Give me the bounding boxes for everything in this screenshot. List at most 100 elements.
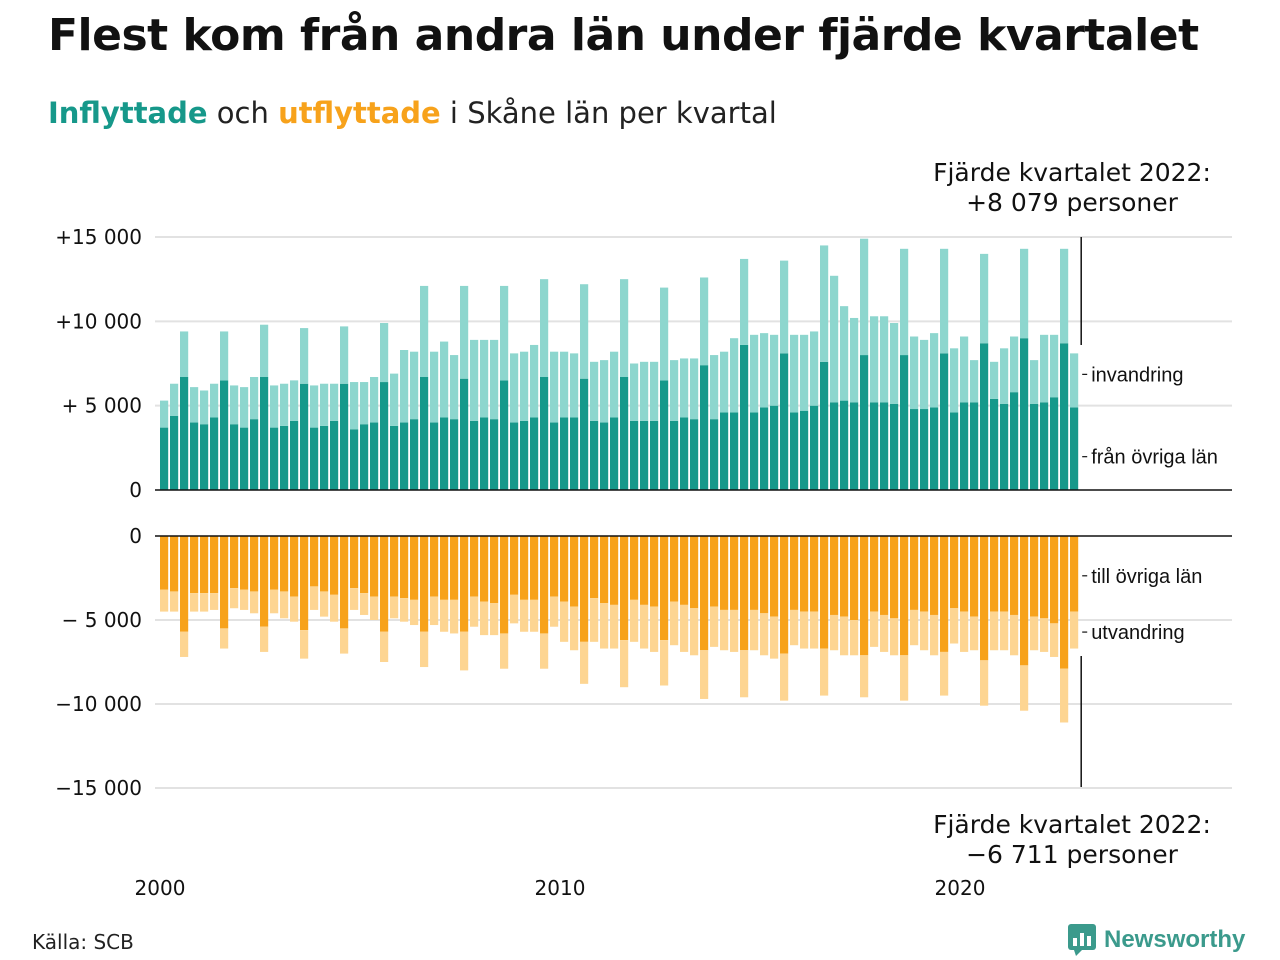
bar-utvandring xyxy=(680,604,689,652)
bar-till-ovriga-lan xyxy=(820,536,829,649)
bar-utvandring xyxy=(560,601,569,642)
bar-fran-ovriga-lan xyxy=(580,378,589,490)
bar-invandring xyxy=(270,385,279,428)
bar-fran-ovriga-lan xyxy=(700,365,709,490)
bar-invandring xyxy=(730,338,739,413)
bar-till-ovriga-lan xyxy=(540,536,549,634)
bar-utvandring xyxy=(1060,668,1069,723)
bar-utvandring xyxy=(660,640,669,686)
bar-fran-ovriga-lan xyxy=(390,425,399,490)
bar-fran-ovriga-lan xyxy=(660,380,669,490)
bar-utvandring xyxy=(620,640,629,688)
bar-fran-ovriga-lan xyxy=(830,402,839,490)
bar-till-ovriga-lan xyxy=(670,536,679,602)
brand-logo[interactable]: Newsworthy xyxy=(1068,924,1245,956)
bar-utvandring xyxy=(590,598,599,642)
bar-utvandring xyxy=(530,599,539,632)
bar-fran-ovriga-lan xyxy=(940,353,949,490)
bar-till-ovriga-lan xyxy=(730,536,739,610)
bar-utvandring xyxy=(1040,618,1049,652)
bar-utvandring xyxy=(940,651,949,696)
bar-till-ovriga-lan xyxy=(320,536,329,592)
bar-invandring xyxy=(660,287,669,381)
bar-invandring xyxy=(760,333,769,408)
bar-till-ovriga-lan xyxy=(450,536,459,600)
bar-utvandring xyxy=(650,606,659,652)
bar-invandring xyxy=(520,351,529,421)
bar-fran-ovriga-lan xyxy=(970,402,979,490)
bar-till-ovriga-lan xyxy=(1040,536,1049,619)
bar-till-ovriga-lan xyxy=(530,536,539,600)
bar-fran-ovriga-lan xyxy=(610,417,619,490)
bar-utvandring xyxy=(890,618,899,656)
bar-till-ovriga-lan xyxy=(1000,536,1009,612)
bar-utvandring xyxy=(850,620,859,656)
y-tick-label-bottom: −15 000 xyxy=(55,776,142,800)
bar-utvandring xyxy=(830,614,839,651)
bar-till-ovriga-lan xyxy=(890,536,899,619)
bar-invandring xyxy=(990,361,999,399)
bar-till-ovriga-lan xyxy=(760,536,769,614)
bar-utvandring xyxy=(1070,611,1079,649)
bar-fran-ovriga-lan xyxy=(360,424,369,490)
bar-fran-ovriga-lan xyxy=(860,355,869,490)
bar-invandring xyxy=(200,390,209,425)
x-tick-label: 2020 xyxy=(935,876,986,900)
bar-fran-ovriga-lan xyxy=(240,427,249,490)
bar-till-ovriga-lan xyxy=(550,536,559,597)
bar-fran-ovriga-lan xyxy=(950,412,959,490)
bar-utvandring xyxy=(780,653,789,701)
bar-fran-ovriga-lan xyxy=(560,417,569,490)
bar-fran-ovriga-lan xyxy=(370,422,379,490)
bar-invandring xyxy=(950,348,959,413)
bar-utvandring xyxy=(370,596,379,620)
bar-invandring xyxy=(160,400,169,428)
bar-till-ovriga-lan xyxy=(600,536,609,604)
bar-till-ovriga-lan xyxy=(200,536,209,594)
bar-invandring xyxy=(540,279,549,377)
bar-invandring xyxy=(750,334,759,413)
bar-fran-ovriga-lan xyxy=(750,412,759,490)
bar-utvandring xyxy=(870,611,879,647)
bar-till-ovriga-lan xyxy=(640,536,649,605)
bar-fran-ovriga-lan xyxy=(260,376,269,490)
bar-invandring xyxy=(280,383,289,426)
bar-till-ovriga-lan xyxy=(790,536,799,610)
bar-invandring xyxy=(640,361,649,421)
bar-fran-ovriga-lan xyxy=(430,422,439,490)
bar-invandring xyxy=(620,279,629,377)
bar-fran-ovriga-lan xyxy=(1020,338,1029,490)
bar-utvandring xyxy=(810,611,819,649)
bar-till-ovriga-lan xyxy=(400,536,409,599)
bar-till-ovriga-lan xyxy=(480,536,489,602)
subtitle-rest: i Skåne län per kvartal xyxy=(440,96,777,130)
bar-utvandring xyxy=(930,614,939,656)
bar-invandring xyxy=(930,333,939,408)
bar-utvandring xyxy=(430,596,439,626)
bar-invandring xyxy=(190,387,199,423)
bar-invandring xyxy=(810,331,819,406)
bar-fran-ovriga-lan xyxy=(290,420,299,490)
bar-fran-ovriga-lan xyxy=(1000,403,1009,490)
bar-invandring xyxy=(380,323,389,383)
bar-invandring xyxy=(350,382,359,430)
bar-invandring xyxy=(740,258,749,345)
y-tick-label-bottom: 0 xyxy=(129,524,142,548)
bar-fran-ovriga-lan xyxy=(470,420,479,490)
bar-utvandring xyxy=(820,648,829,696)
subtitle-utflyttade: utflyttade xyxy=(278,96,441,130)
bar-utvandring xyxy=(720,609,729,651)
bar-utvandring xyxy=(960,611,969,652)
bar-till-ovriga-lan xyxy=(960,536,969,612)
bar-invandring xyxy=(310,385,319,428)
bar-till-ovriga-lan xyxy=(920,536,929,612)
bar-fran-ovriga-lan xyxy=(650,420,659,490)
bar-invandring xyxy=(970,360,979,403)
bar-utvandring xyxy=(920,611,929,651)
bar-till-ovriga-lan xyxy=(490,536,499,604)
bar-fran-ovriga-lan xyxy=(680,417,689,490)
bar-invandring xyxy=(330,383,339,421)
bar-utvandring xyxy=(690,608,699,656)
bar-fran-ovriga-lan xyxy=(490,419,499,490)
bar-fran-ovriga-lan xyxy=(190,422,199,490)
